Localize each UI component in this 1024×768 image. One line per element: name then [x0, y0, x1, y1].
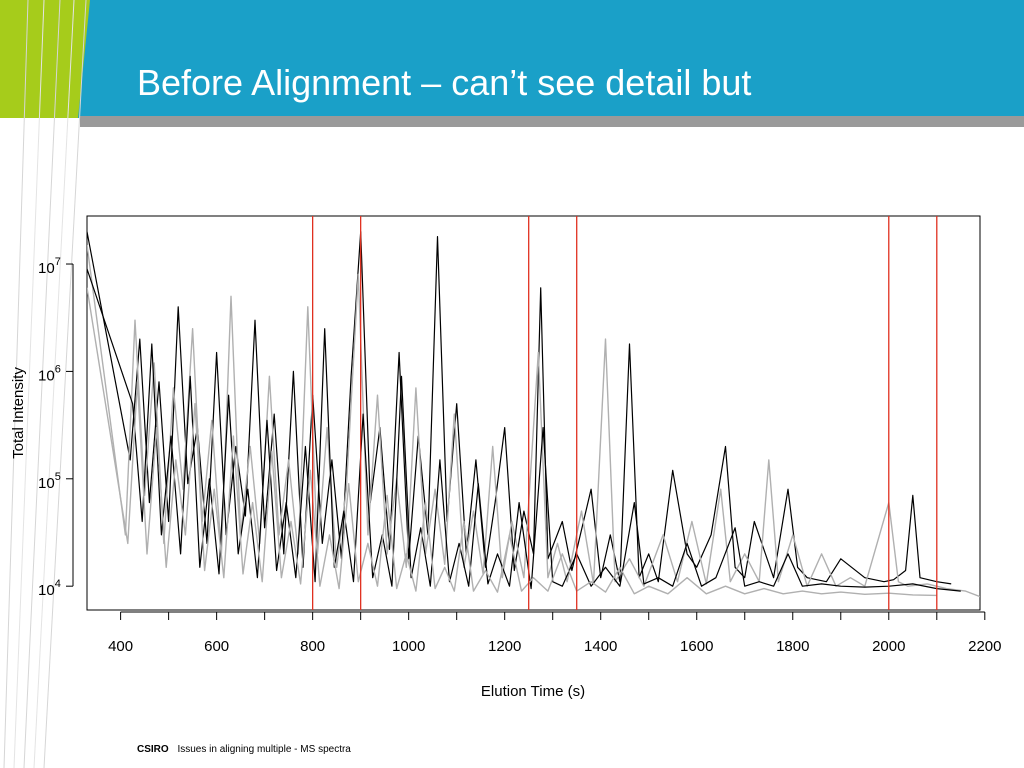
header-band [0, 0, 1024, 118]
series-line-3 [87, 268, 961, 592]
x-tick-label: 2200 [968, 638, 1001, 655]
decorative-line [33, 0, 75, 768]
x-tick-label: 1000 [392, 638, 425, 655]
x-axis-label: Elution Time (s) [481, 683, 585, 700]
series-line-4 [87, 287, 937, 597]
decorative-line [3, 0, 29, 768]
series-layer [87, 231, 980, 598]
decorative-line [13, 0, 45, 768]
footer-brand: CSIRO [137, 744, 169, 755]
header-grey-rule [80, 116, 1024, 127]
decorative-line [23, 0, 61, 768]
y-tick-label: 105 [38, 471, 61, 492]
x-tick-label: 1400 [584, 638, 617, 655]
x-axis: 400 600 800 1000 1200 1400 1600 1800 2000 2200 [108, 611, 1001, 655]
vertical-marker-layer [312, 216, 938, 610]
x-tick-label: 1800 [776, 638, 809, 655]
decorative-slant-lines [3, 0, 87, 768]
x-tick-label: 2000 [872, 638, 905, 655]
y-axis: 104 105 106 107 [38, 256, 74, 599]
decorative-line [43, 0, 87, 768]
y-tick-label: 106 [38, 363, 61, 384]
slide-title: Before Alignment – can’t see detail but [137, 62, 752, 103]
y-tick-label: 104 [38, 578, 61, 599]
footer: CSIRO Issues in aligning multiple - MS s… [137, 744, 351, 755]
y-axis-label: Total Intensity [10, 367, 27, 459]
plot-frame [86, 215, 981, 611]
x-tick-label: 1200 [488, 638, 521, 655]
y-tick-label: 107 [38, 256, 61, 277]
series-line-1 [87, 231, 952, 585]
accent-green-strip [0, 0, 90, 118]
x-tick-label: 1600 [680, 638, 713, 655]
x-tick-label: 800 [300, 638, 325, 655]
footer-text: Issues in aligning multiple - MS spectra [177, 744, 351, 755]
x-tick-label: 400 [108, 638, 133, 655]
x-tick-label: 600 [204, 638, 229, 655]
